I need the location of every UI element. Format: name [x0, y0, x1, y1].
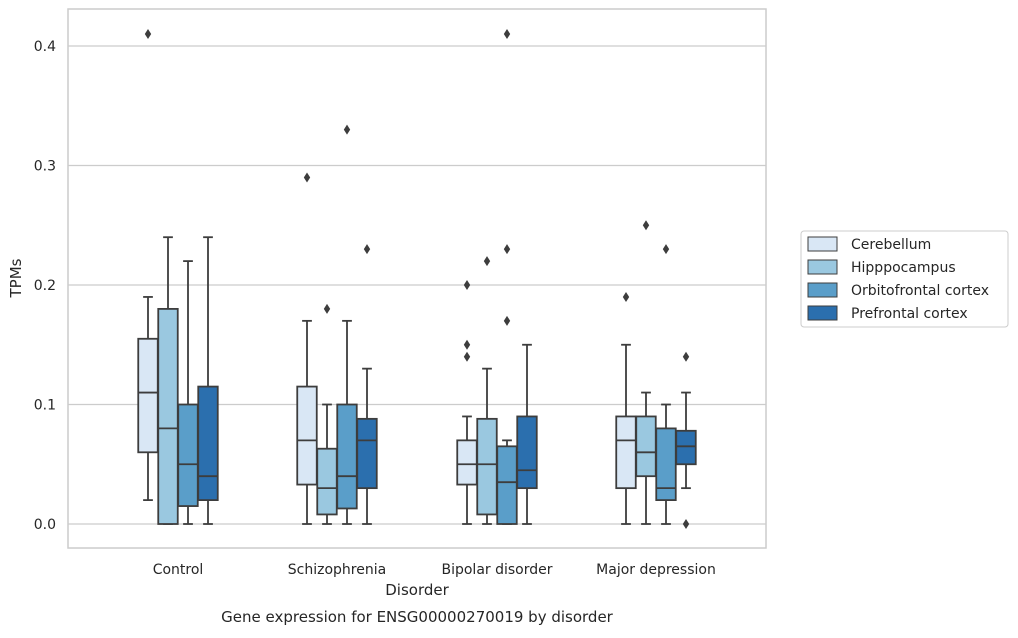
x-tick-label: Control [153, 562, 204, 578]
outlier-point [303, 172, 311, 183]
box-3-0 [197, 236, 219, 525]
outlier-point [503, 315, 511, 326]
iqr-box [197, 385, 219, 502]
iqr-box [296, 385, 318, 486]
box-3-2 [516, 343, 538, 525]
y-tick-label: 0.1 [34, 398, 56, 414]
box-1-2 [476, 256, 498, 525]
outlier-point [642, 220, 650, 231]
outlier-point [503, 244, 511, 255]
chart-caption: Gene expression for ENSG00000270019 by d… [221, 608, 614, 626]
x-tick-label: Major depression [596, 562, 716, 578]
legend-swatch [807, 305, 838, 321]
box-0-1 [296, 172, 318, 525]
outlier-point [622, 291, 630, 302]
y-tick-labels: 0.0 0.1 0.2 0.3 0.4 [34, 39, 56, 533]
iqr-box [635, 415, 657, 478]
outlier-point [463, 351, 471, 362]
y-tick-label: 0.4 [34, 39, 56, 55]
legend: Cerebellum Hipppocampus Orbitofrontal cort… [800, 230, 1009, 328]
iqr-box [356, 417, 378, 490]
legend-label: Prefrontal cortex [851, 306, 968, 322]
outlier-point [463, 339, 471, 350]
y-axis-label: TPMs [7, 258, 25, 298]
x-tick-labels: Control Schizophrenia Bipolar disorder Majo… [153, 562, 716, 578]
box-0-0 [137, 29, 159, 502]
legend-label: Hipppocampus [851, 260, 956, 276]
iqr-box [615, 415, 637, 490]
x-axis-label: Disorder [385, 581, 449, 599]
box-3-1 [356, 244, 378, 525]
legend-swatch [807, 236, 838, 252]
legend-label: Orbitofrontal cortex [851, 283, 989, 299]
box-layer [137, 29, 697, 529]
legend-swatch [807, 282, 838, 298]
legend-frame [800, 230, 1009, 328]
iqr-box [655, 427, 677, 501]
legend-label: Cerebellum [851, 237, 931, 253]
outlier-point [343, 124, 351, 135]
box-2-3 [655, 244, 677, 525]
box-0-2 [456, 280, 478, 525]
legend-swatch [807, 259, 838, 275]
outlier-point [363, 244, 371, 255]
iqr-box [316, 447, 338, 516]
iqr-box [137, 337, 159, 454]
iqr-box [675, 429, 697, 466]
box-2-1 [336, 124, 358, 525]
y-tick-label: 0.2 [34, 278, 56, 294]
outlier-point [682, 519, 690, 529]
iqr-box [177, 403, 199, 507]
iqr-box [516, 415, 538, 490]
outlier-point [463, 280, 471, 290]
outlier-point [503, 29, 511, 40]
x-tick-label: Bipolar disorder [441, 562, 552, 578]
iqr-box [496, 445, 518, 525]
x-tick-label: Schizophrenia [288, 562, 386, 578]
iqr-box [456, 439, 478, 486]
outlier-point [323, 303, 331, 314]
outlier-point [662, 244, 670, 255]
plot-frame [67, 8, 767, 549]
iqr-box [476, 417, 498, 516]
iqr-box [336, 403, 358, 510]
outlier-point [483, 256, 491, 267]
y-tick-label: 0.0 [34, 517, 56, 533]
y-tick-label: 0.3 [34, 159, 56, 175]
outlier-point [144, 29, 152, 40]
iqr-box [157, 307, 179, 525]
box-3-3 [675, 351, 697, 529]
outlier-point [682, 351, 690, 362]
